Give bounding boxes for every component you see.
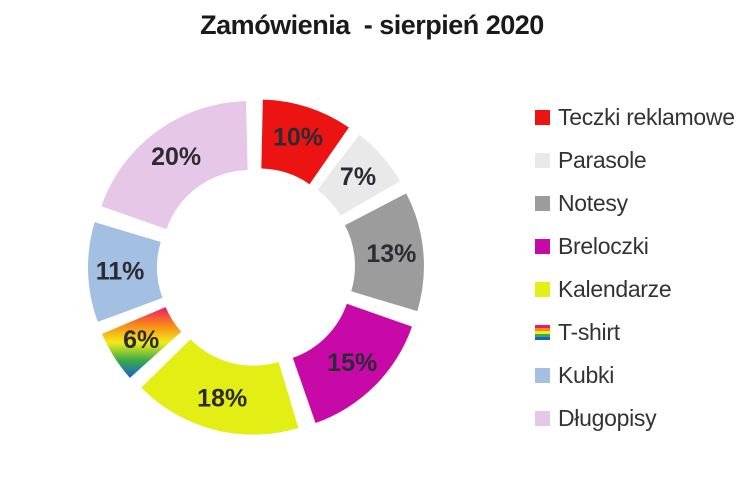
- legend-label: Parasole: [558, 147, 647, 173]
- slice-label-11%: 11%: [96, 257, 145, 285]
- donut-slice-kalendarze: [141, 339, 299, 435]
- legend-item-t-shirt: T-shirt: [535, 311, 735, 354]
- donut-slice-teczki-reklamowe: [261, 99, 349, 185]
- legend: Teczki reklamowe Parasole Notesy Breloczki K…: [535, 96, 735, 440]
- slice-label-7%: 7%: [340, 163, 376, 191]
- legend-item-breloczki: Breloczki: [535, 225, 735, 268]
- legend-item-notesy: Notesy: [535, 182, 735, 225]
- donut-slice-długopisy: [101, 101, 248, 230]
- slice-label-10%: 10%: [273, 124, 323, 152]
- legend-label: T-shirt: [558, 319, 620, 345]
- donut-slice-parasole: [317, 134, 401, 216]
- slice-label-6%: 6%: [123, 326, 159, 354]
- legend-swatch-icon: [535, 282, 550, 297]
- legend-item-teczki-reklamowe: Teczki reklamowe: [535, 96, 735, 139]
- donut-slice-notesy: [344, 193, 424, 312]
- legend-item-kalendarze: Kalendarze: [535, 268, 735, 311]
- legend-label: Teczki reklamowe: [558, 104, 735, 130]
- donut-slice-breloczki: [292, 303, 412, 423]
- legend-item-kubki: Kubki: [535, 354, 735, 397]
- slice-label-13%: 13%: [366, 240, 416, 268]
- legend-swatch-icon: [535, 153, 550, 168]
- legend-swatch-icon: [535, 325, 550, 340]
- legend-item-parasole: Parasole: [535, 139, 735, 182]
- legend-label: Kalendarze: [558, 276, 672, 302]
- legend-label: Długopisy: [558, 405, 657, 431]
- donut-slice-kubki: [88, 222, 163, 322]
- legend-swatch-icon: [535, 411, 550, 426]
- legend-label: Kubki: [558, 362, 615, 388]
- slice-label-20%: 20%: [151, 143, 201, 171]
- slice-label-15%: 15%: [327, 349, 377, 377]
- legend-label: Breloczki: [558, 233, 649, 259]
- donut-slice-t-shirt: [102, 307, 182, 378]
- legend-label: Notesy: [558, 190, 628, 216]
- legend-swatch-icon: [535, 110, 550, 125]
- legend-swatch-icon: [535, 239, 550, 254]
- legend-item-długopisy: Długopisy: [535, 397, 735, 440]
- legend-swatch-icon: [535, 368, 550, 383]
- legend-swatch-icon: [535, 196, 550, 211]
- chart-title: Zamówienia - sierpień 2020: [200, 10, 544, 40]
- slice-label-18%: 18%: [197, 385, 247, 413]
